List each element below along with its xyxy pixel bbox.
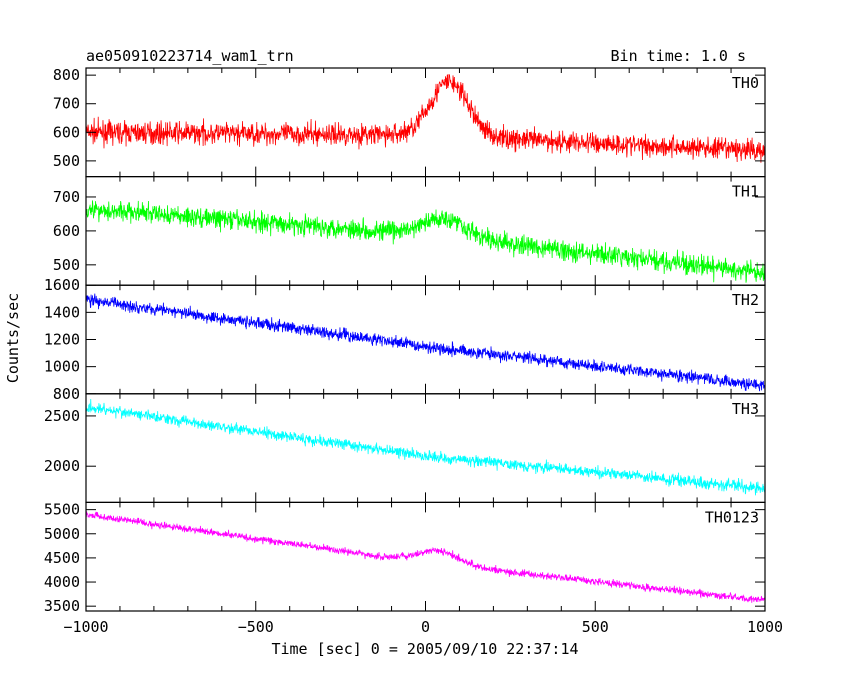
- x-axis-label: Time [sec] 0 = 2005/09/10 22:37:14: [271, 640, 578, 658]
- series-line-th3: [86, 399, 765, 496]
- y-tick-label: 3500: [44, 597, 80, 615]
- panel-frame-th2: [85, 284, 766, 395]
- y-tick-label: 5000: [44, 525, 80, 543]
- series-line-th0: [86, 74, 765, 163]
- x-tick-label: 0: [421, 618, 430, 636]
- series-line-th1: [86, 200, 765, 283]
- panel-label-th2: TH2: [732, 291, 759, 309]
- panels-group: 500 600 700 800 TH0 500 600 700 TH1 800 1000 1200 14…: [44, 66, 783, 636]
- y-tick-label: 4500: [44, 549, 80, 567]
- y-tick-label: 1000: [44, 358, 80, 376]
- panel-frame-th0: [85, 67, 766, 178]
- y-tick-label: 700: [53, 188, 80, 206]
- series-line-th2: [86, 293, 765, 392]
- x-tick-label: 500: [582, 618, 609, 636]
- panel-label-th3: TH3: [732, 400, 759, 418]
- y-tick-label: 800: [53, 66, 80, 84]
- y-tick-label: 500: [53, 256, 80, 274]
- y-tick-label: 800: [53, 385, 80, 403]
- panel-label-th0123: TH0123: [705, 508, 759, 526]
- panel-label-th1: TH1: [732, 183, 759, 201]
- panel-label-th0: TH0: [732, 74, 759, 92]
- y-tick-label: 1600: [44, 276, 80, 294]
- y-tick-label: 4000: [44, 573, 80, 591]
- y-tick-label: 500: [53, 152, 80, 170]
- bin-time-label: Bin time: 1.0 s: [611, 47, 746, 65]
- y-tick-label: 600: [53, 123, 80, 141]
- y-tick-label: 5500: [44, 501, 80, 519]
- y-axis-label: Counts/sec: [4, 293, 22, 383]
- y-tick-label: 700: [53, 95, 80, 113]
- y-tick-label: 1400: [44, 303, 80, 321]
- panel-frame-th3: [85, 393, 766, 503]
- x-tick-label: −1000: [63, 618, 108, 636]
- x-tick-label: 1000: [747, 618, 783, 636]
- panel-frame-th0123: [85, 501, 766, 612]
- series-line-th0123: [86, 511, 765, 603]
- y-tick-label: 2500: [44, 407, 80, 425]
- x-tick-label: −500: [238, 618, 274, 636]
- plot-title: ae050910223714_wam1_trn: [86, 47, 294, 65]
- y-tick-label: 2000: [44, 457, 80, 475]
- y-tick-label: 600: [53, 222, 80, 240]
- y-tick-label: 1200: [44, 331, 80, 349]
